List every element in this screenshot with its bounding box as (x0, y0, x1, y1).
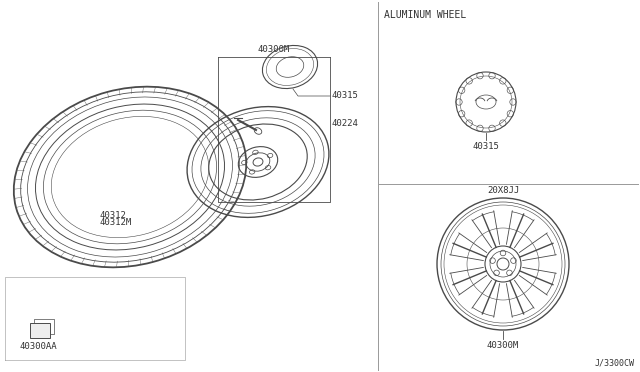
Text: 40315: 40315 (472, 142, 499, 151)
Text: J/3300CW: J/3300CW (595, 358, 635, 367)
Text: 40300AA: 40300AA (20, 342, 58, 351)
Bar (30, 323, 50, 338)
Text: 40300M: 40300M (487, 341, 519, 350)
Text: 40300M: 40300M (258, 45, 290, 54)
Text: 40312: 40312 (100, 211, 127, 220)
Text: 20X8JJ: 20X8JJ (487, 186, 519, 195)
Text: ALUMINUM WHEEL: ALUMINUM WHEEL (384, 10, 467, 20)
Text: 40312M: 40312M (100, 218, 132, 227)
Text: 40315: 40315 (332, 92, 359, 100)
Text: 40224: 40224 (332, 119, 359, 128)
